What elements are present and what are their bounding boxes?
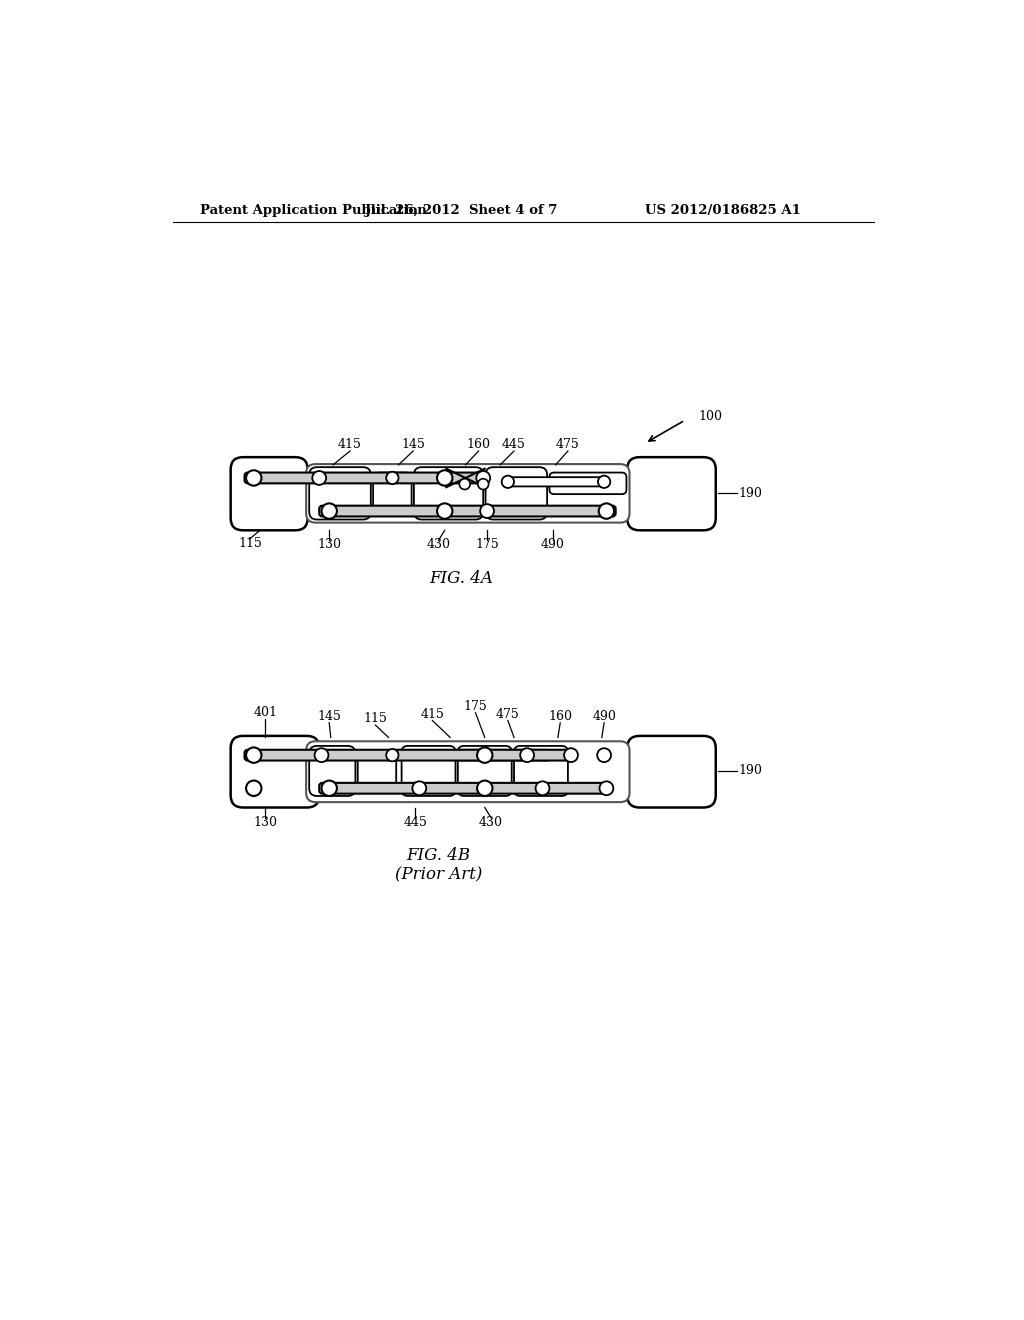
Text: 430: 430 <box>427 539 451 552</box>
Circle shape <box>437 503 453 519</box>
FancyBboxPatch shape <box>401 746 456 796</box>
Text: FIG. 4A: FIG. 4A <box>430 569 494 586</box>
FancyBboxPatch shape <box>357 751 396 793</box>
Text: 145: 145 <box>401 438 425 451</box>
Text: 475: 475 <box>556 438 580 451</box>
Text: 175: 175 <box>464 700 487 713</box>
Circle shape <box>437 470 453 486</box>
Text: 415: 415 <box>338 438 361 451</box>
FancyBboxPatch shape <box>245 750 569 760</box>
Circle shape <box>476 471 490 484</box>
FancyBboxPatch shape <box>309 467 371 520</box>
Circle shape <box>477 780 493 796</box>
Text: 115: 115 <box>364 713 387 726</box>
Circle shape <box>599 781 613 795</box>
FancyBboxPatch shape <box>319 783 608 793</box>
Circle shape <box>536 781 550 795</box>
FancyBboxPatch shape <box>458 750 550 760</box>
FancyBboxPatch shape <box>628 457 716 531</box>
Circle shape <box>460 479 470 490</box>
Text: 115: 115 <box>238 537 262 550</box>
Circle shape <box>386 471 398 484</box>
FancyBboxPatch shape <box>550 473 627 494</box>
Circle shape <box>564 748 578 762</box>
Text: 100: 100 <box>698 409 723 422</box>
Text: 445: 445 <box>403 816 427 829</box>
Text: 130: 130 <box>317 539 341 552</box>
Text: 445: 445 <box>502 438 526 451</box>
Circle shape <box>386 748 398 762</box>
FancyBboxPatch shape <box>508 478 604 487</box>
Text: 415: 415 <box>421 708 444 721</box>
Circle shape <box>413 781 426 795</box>
Circle shape <box>520 748 535 762</box>
Text: US 2012/0186825 A1: US 2012/0186825 A1 <box>644 205 801 218</box>
Circle shape <box>314 748 329 762</box>
Text: 130: 130 <box>253 816 278 829</box>
Circle shape <box>246 780 261 796</box>
Text: 175: 175 <box>475 539 499 552</box>
FancyBboxPatch shape <box>373 473 412 515</box>
Circle shape <box>246 747 261 763</box>
Text: 190: 190 <box>739 487 763 500</box>
Text: Jul. 26, 2012  Sheet 4 of 7: Jul. 26, 2012 Sheet 4 of 7 <box>366 205 558 218</box>
FancyBboxPatch shape <box>514 746 568 796</box>
FancyBboxPatch shape <box>414 467 483 520</box>
FancyBboxPatch shape <box>319 506 615 516</box>
Circle shape <box>478 479 488 490</box>
Text: 190: 190 <box>739 764 763 777</box>
FancyBboxPatch shape <box>230 737 319 808</box>
Circle shape <box>312 471 326 484</box>
Text: 160: 160 <box>467 438 490 451</box>
FancyBboxPatch shape <box>230 457 307 531</box>
Circle shape <box>322 780 337 796</box>
Text: FIG. 4B: FIG. 4B <box>407 846 471 863</box>
Circle shape <box>322 503 337 519</box>
Text: 475: 475 <box>496 708 520 721</box>
Text: 430: 430 <box>479 816 503 829</box>
Text: Patent Application Publication: Patent Application Publication <box>200 205 427 218</box>
Circle shape <box>598 475 610 488</box>
FancyBboxPatch shape <box>628 737 716 808</box>
Text: 145: 145 <box>317 710 341 723</box>
FancyBboxPatch shape <box>245 473 484 483</box>
FancyBboxPatch shape <box>306 742 630 803</box>
Text: 401: 401 <box>253 706 278 719</box>
Circle shape <box>477 747 493 763</box>
Circle shape <box>502 475 514 488</box>
FancyBboxPatch shape <box>306 465 630 523</box>
Circle shape <box>599 503 614 519</box>
Circle shape <box>246 470 261 486</box>
Text: (Prior Art): (Prior Art) <box>395 866 482 883</box>
FancyBboxPatch shape <box>458 746 512 796</box>
Text: 490: 490 <box>592 710 616 723</box>
Text: 160: 160 <box>548 710 572 723</box>
Circle shape <box>480 504 494 517</box>
FancyBboxPatch shape <box>309 746 355 796</box>
Circle shape <box>597 748 611 762</box>
Text: 490: 490 <box>541 539 564 552</box>
FancyBboxPatch shape <box>485 467 547 520</box>
